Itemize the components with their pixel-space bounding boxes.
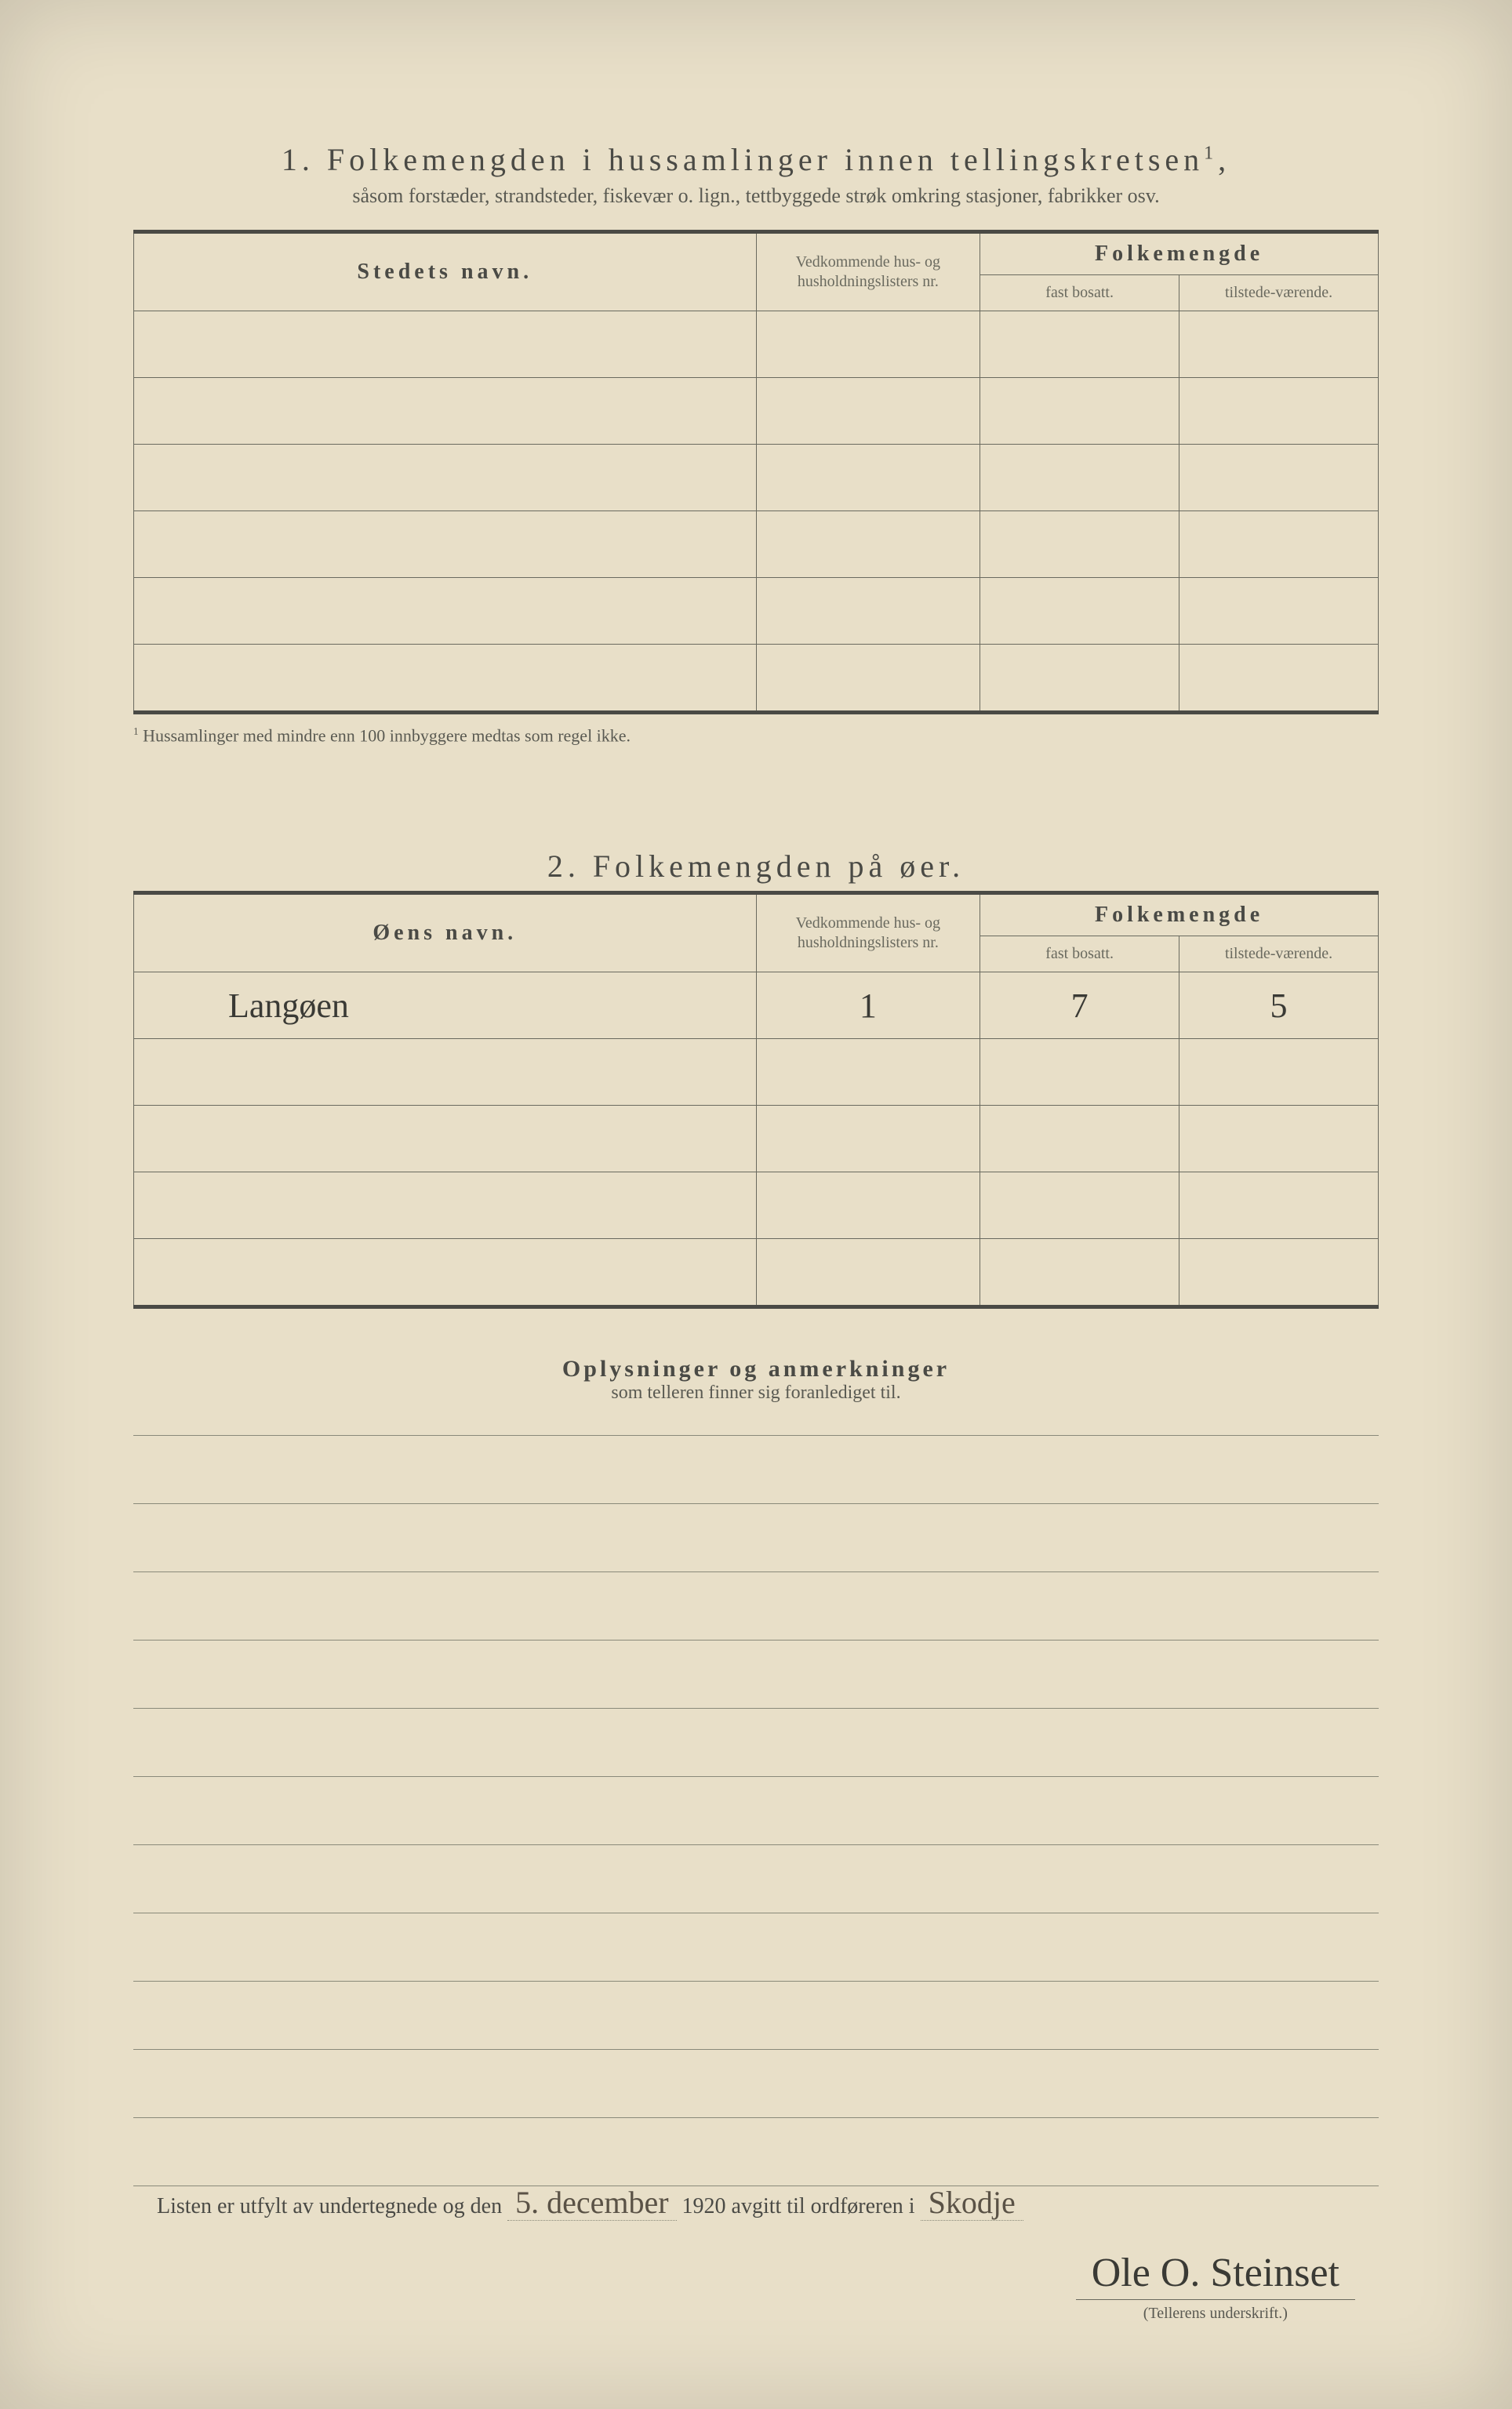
- table-row: [134, 511, 1379, 578]
- table2-col-til: tilstede-værende.: [1179, 936, 1379, 972]
- footnote-marker: 1: [133, 725, 139, 737]
- section2-number: 2.: [547, 848, 580, 884]
- table2-col-group: Folkemengde: [980, 893, 1379, 936]
- table-row: Langøen 1 7 5: [134, 972, 1379, 1039]
- table2-col-nr: Vedkommende hus- og husholdningslisters …: [756, 893, 980, 972]
- cell-til: 5: [1179, 972, 1379, 1039]
- table1-col-fast: fast bosatt.: [980, 275, 1179, 311]
- section1-title-sup: 1: [1204, 144, 1218, 164]
- table2-col-name: Øens navn.: [134, 893, 757, 972]
- table2-body: Langøen 1 7 5: [134, 972, 1379, 1307]
- signature-block: Ole O. Steinset (Tellerens underskrift.): [1076, 2250, 1355, 2323]
- footnote-text: Hussamlinger med mindre enn 100 innbygge…: [143, 725, 631, 745]
- table-row: [134, 645, 1379, 713]
- table2: Øens navn. Vedkommende hus- og husholdni…: [133, 891, 1379, 1309]
- section2-title: 2. Folkemengden på øer.: [133, 848, 1379, 885]
- footer-year: 1920: [682, 2194, 726, 2218]
- section1-footnote: 1 Hussamlinger med mindre enn 100 innbyg…: [133, 725, 1379, 746]
- table1: Stedets navn. Vedkommende hus- og hushol…: [133, 230, 1379, 714]
- section1-number: 1.: [282, 142, 314, 177]
- table-row: [134, 378, 1379, 445]
- signature: Ole O. Steinset: [1076, 2250, 1355, 2300]
- cell-fast: 7: [980, 972, 1179, 1039]
- table1-col-group: Folkemengde: [980, 232, 1379, 275]
- signature-label: (Tellerens underskrift.): [1076, 2305, 1355, 2323]
- table-row: [134, 311, 1379, 378]
- remarks-lines: [133, 1435, 1379, 2186]
- table-row: [134, 445, 1379, 511]
- cell-nr: 1: [756, 972, 980, 1039]
- footer-place: Skodje: [921, 2185, 1023, 2221]
- section3-title: Oplysninger og anmerkninger: [133, 1356, 1379, 1383]
- table1-col-nr: Vedkommende hus- og husholdningslisters …: [756, 232, 980, 311]
- footer-middle: avgitt til ordføreren i: [732, 2194, 915, 2218]
- table-row: [134, 1239, 1379, 1307]
- footer-date: 5. december: [507, 2185, 676, 2221]
- table1-col-name: Stedets navn.: [134, 232, 757, 311]
- cell-name: Langøen: [134, 972, 757, 1039]
- table-row: [134, 1172, 1379, 1239]
- document-page: 1. Folkemengden i hussamlinger innen tel…: [0, 0, 1512, 2409]
- footer-prefix: Listen er utfylt av undertegnede og den: [157, 2194, 502, 2218]
- table-row: [134, 1106, 1379, 1172]
- table2-col-fast: fast bosatt.: [980, 936, 1179, 972]
- table1-body: [134, 311, 1379, 713]
- footer-line: Listen er utfylt av undertegnede og den …: [157, 2184, 1379, 2221]
- section3-subtitle: som telleren finner sig foranlediget til…: [133, 1383, 1379, 1404]
- section1-title: 1. Folkemengden i hussamlinger innen tel…: [133, 141, 1379, 178]
- section2-title-text: Folkemengden på øer.: [593, 848, 965, 884]
- section1-title-text: Folkemengden i hussamlinger innen tellin…: [327, 142, 1204, 177]
- table-row: [134, 1039, 1379, 1106]
- table-row: [134, 578, 1379, 645]
- table1-col-til: tilstede-værende.: [1179, 275, 1379, 311]
- section1-subtitle: såsom forstæder, strandsteder, fiskevær …: [133, 184, 1379, 208]
